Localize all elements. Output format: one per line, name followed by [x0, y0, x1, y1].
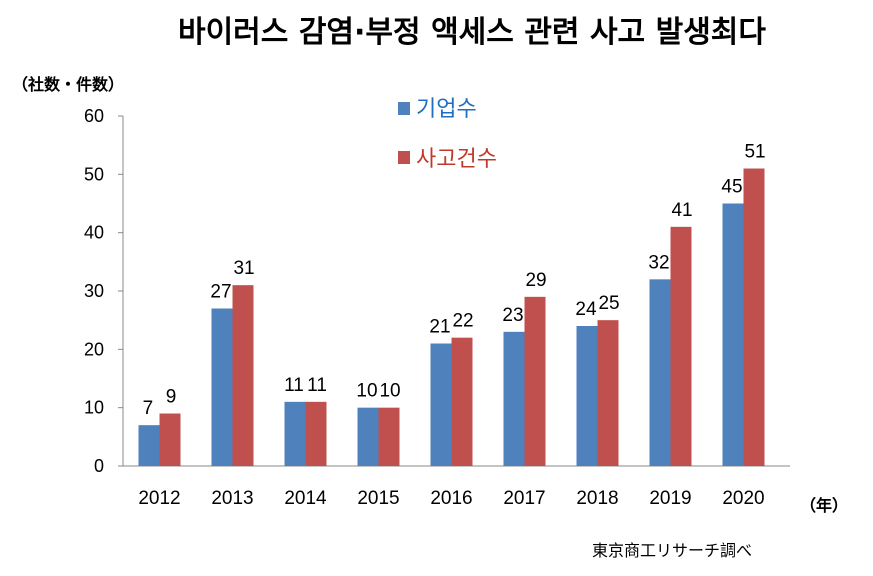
x-tick-label: 2017: [503, 488, 545, 509]
bar-companies: [722, 203, 744, 466]
data-label: 10: [379, 381, 400, 402]
legend: 기업수 사고건수: [398, 97, 497, 172]
x-tick-label: 2016: [430, 488, 472, 509]
legend-swatch-incidents: [398, 151, 410, 164]
y-tick-label: 30: [84, 281, 104, 301]
bar-companies: [357, 407, 379, 466]
x-tick-label: 2013: [211, 488, 253, 509]
y-tick-label: 20: [84, 339, 104, 359]
bars: [138, 168, 765, 466]
bar-incidents: [305, 401, 327, 466]
data-label: 31: [233, 258, 254, 279]
data-label: 9: [166, 387, 177, 408]
bar-incidents: [378, 407, 400, 466]
data-label: 41: [671, 200, 692, 221]
data-label: 7: [143, 398, 154, 419]
data-label: 29: [525, 270, 546, 291]
legend-label-companies: 기업수: [416, 97, 477, 122]
x-tick-label: 2014: [284, 488, 327, 509]
data-label: 10: [356, 381, 377, 402]
chart-title: 바이러스 감염·부정 액세스 관련 사고 발생최다: [178, 15, 766, 50]
bar-companies: [649, 279, 671, 466]
source-note: 東京商工リサーチ調べ: [592, 541, 752, 560]
bar-incidents: [524, 296, 546, 466]
y-axis: 0 10 20 30 40 50 60: [84, 106, 124, 476]
x-axis-unit-label: （年）: [800, 496, 848, 515]
bar-companies: [576, 326, 598, 466]
data-label: 25: [598, 293, 619, 314]
bar-incidents: [232, 285, 254, 466]
bar-companies: [284, 401, 306, 466]
bar-companies: [503, 331, 525, 466]
bar-companies: [430, 343, 452, 466]
data-label: 51: [744, 142, 765, 163]
bar-companies: [211, 308, 233, 466]
x-tick-label: 2015: [357, 488, 399, 509]
bar-incidents: [670, 226, 692, 466]
data-label: 24: [575, 299, 597, 320]
data-label: 32: [648, 252, 669, 273]
data-label: 22: [452, 311, 473, 332]
bar-incidents: [743, 168, 765, 466]
x-tick-label: 2020: [722, 488, 764, 509]
x-tick-label: 2019: [649, 488, 691, 509]
data-label: 27: [210, 282, 231, 303]
y-axis-unit-label: （社数・件数）: [12, 75, 124, 94]
y-tick-label: 0: [94, 456, 104, 476]
data-label: 11: [307, 375, 327, 396]
bar-companies: [138, 425, 160, 466]
data-label: 45: [721, 177, 742, 198]
y-tick-label: 10: [84, 398, 104, 418]
data-label: 23: [502, 305, 523, 326]
legend-swatch-companies: [398, 102, 410, 115]
data-label: 11: [284, 375, 304, 396]
y-tick-label: 60: [84, 106, 104, 126]
bar-incidents: [159, 413, 181, 466]
y-tick-label: 50: [84, 164, 104, 184]
legend-label-incidents: 사고건수: [416, 147, 497, 172]
data-label: 21: [429, 317, 450, 338]
x-tick-label: 2018: [576, 488, 618, 509]
y-tick-label: 40: [84, 223, 104, 243]
x-axis: 2012 2013 2014 2015 2016 2017 2018 2019 2020: [123, 465, 790, 509]
x-tick-label: 2012: [138, 488, 180, 509]
bar-incidents: [451, 337, 473, 466]
bar-incidents: [597, 320, 619, 466]
